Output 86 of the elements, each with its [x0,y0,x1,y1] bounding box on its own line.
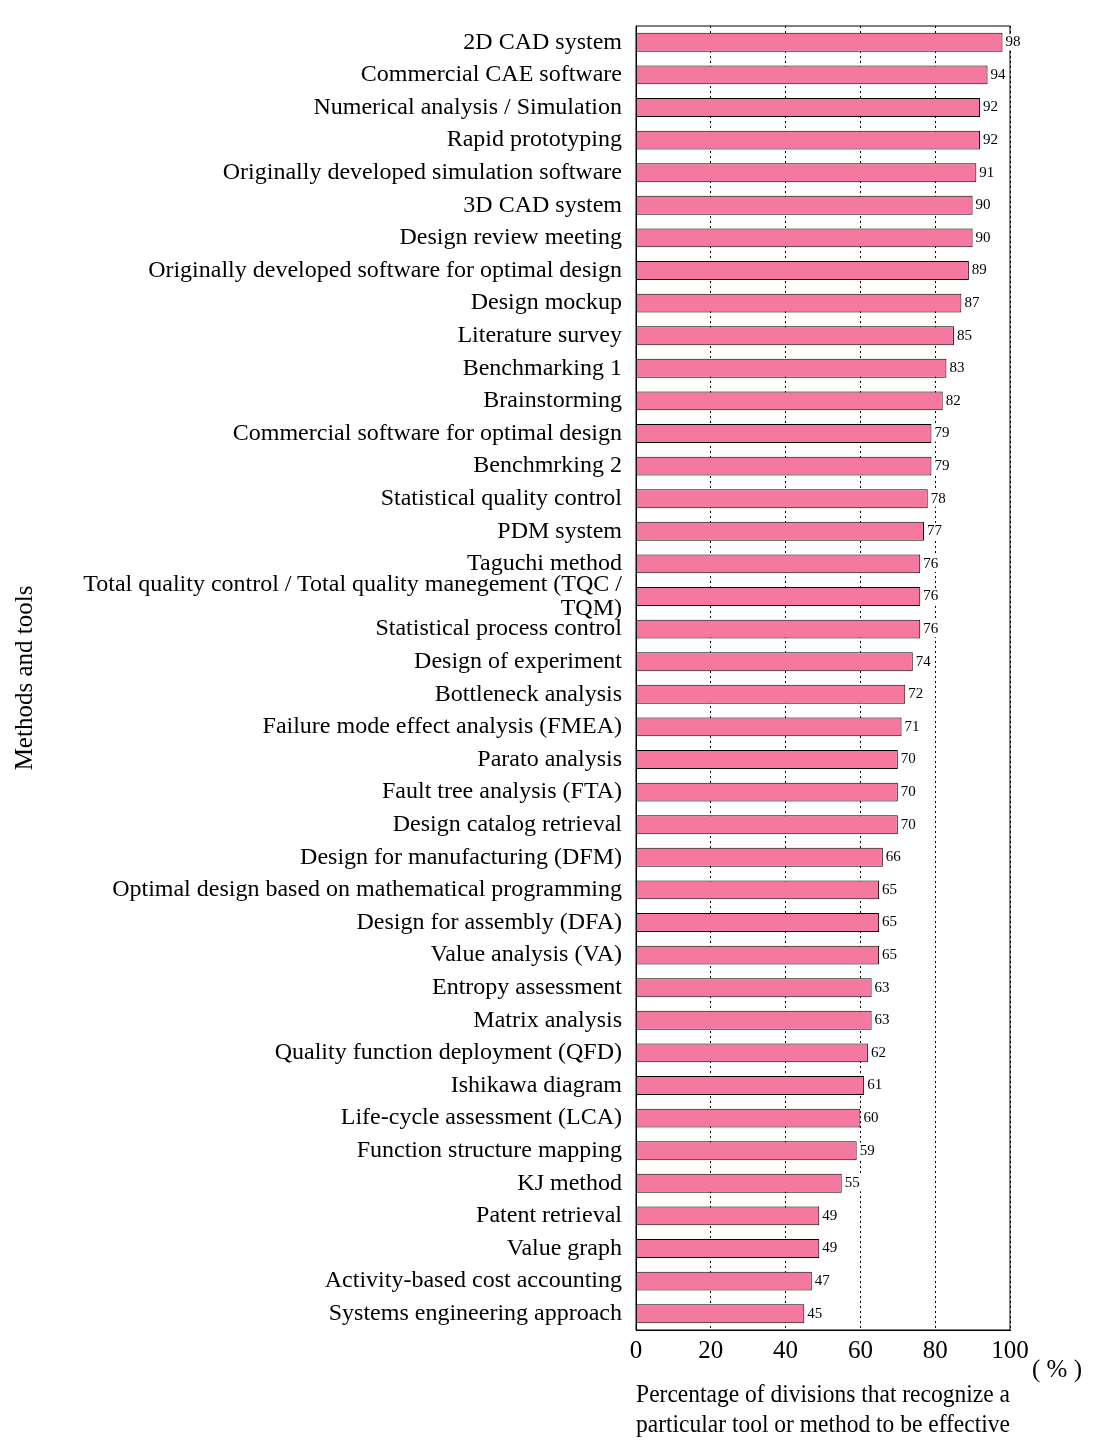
data-label: 61 [867,1076,883,1093]
x-tick-label: 20 [698,1335,724,1363]
data-label: 49 [822,1239,838,1256]
data-label: 70 [900,783,916,800]
y-tick-label: Function structure mapping [356,1136,622,1162]
data-label: 49 [822,1206,838,1223]
text: ( % ) [1032,1354,1082,1383]
data-label: 76 [923,554,939,571]
data-label: 77 [926,522,943,539]
data-label: 66 [885,848,902,865]
x-tick-label: 40 [773,1335,799,1363]
y-tick-label: Benchmarking 1 [462,353,622,380]
data-label: 65 [882,946,898,963]
data-label: 92 [983,131,999,148]
y-tick-label: 3D CAD system [463,190,623,217]
data-label: 65 [882,913,898,930]
data-label: 60 [863,1109,879,1126]
data-label: 82 [945,391,961,408]
y-tick-label: KJ method [517,1168,622,1195]
y-tick-label: Systems engineering approach [328,1299,622,1325]
data-label: 90 [975,228,991,245]
y-tick-label: Numerical analysis / Simulation [313,92,622,119]
y-tick-label: 2D CAD system [463,27,623,54]
data-label: 70 [900,815,916,832]
data-label: 70 [900,750,916,767]
y-tick-label: Originally developed simulation software [222,158,622,184]
y-tick-label: Brainstorming [483,386,622,413]
y-tick-label: Design mockup [470,288,622,315]
y-tick-label: Design of experiment [414,647,623,673]
data-label: 59 [859,1141,875,1158]
y-tick-label: Value analysis (VA) [430,940,622,967]
y-tick-label: Design for manufacturing (DFM) [300,842,622,869]
data-label: 76 [923,587,939,604]
data-label: 71 [904,717,920,734]
data-label: 89 [971,261,987,278]
y-tick-label: Benchmrking 2 [473,451,622,478]
y-tick-label: PDM system [497,516,623,543]
data-label: 87 [964,294,980,311]
y-tick-label: Bottleneck analysis [434,679,622,706]
data-label: 91 [979,163,995,180]
y-tick-label: Life-cycle assessment (LCA) [340,1103,622,1130]
y-tick-label: Optimal design based on mathematical programming [112,875,622,902]
y-tick-label: Ishikawa diagram [450,1070,623,1097]
y-tick-label: Statistical quality control [380,484,623,510]
x-tick-label: 80 [922,1335,948,1363]
y-tick-label: Value graph [506,1233,622,1260]
y-tick-label: Design for assembly (DFA) [356,907,622,934]
data-label: 78 [930,489,946,506]
y-tick-label: Design review meeting [399,223,622,250]
y-tick-label: Parato analysis [477,744,622,771]
data-label: 47 [814,1272,831,1289]
data-label: 63 [874,1011,890,1028]
data-label: 83 [949,359,965,376]
y-tick-label: Matrix analysis [473,1005,622,1032]
data-label: 45 [807,1304,823,1321]
data-label: 72 [908,685,924,702]
y-tick-label: Activity-based cost accounting [324,1266,622,1293]
y-tick-label: Commercial software for optimal design [232,418,622,445]
data-label: 79 [934,457,950,474]
data-label: 92 [983,98,999,115]
y-tick-label: Failure mode effect analysis (FMEA) [262,712,622,739]
data-label: 74 [915,652,932,669]
data-label: 76 [923,620,939,637]
data-label: 90 [975,196,991,213]
data-label: 63 [874,978,890,995]
data-label: 94 [990,65,1007,82]
y-tick-label: Literature survey [457,321,622,347]
x-tick-label: 0 [629,1335,643,1363]
x-tick-label: 60 [847,1335,873,1363]
y-axis-title: Methods and tools [9,585,37,771]
data-label: 55 [844,1174,860,1191]
data-label: 79 [934,424,950,441]
x-axis-title: Percentage of divisions that recognize a particular tool or method to be effective [636,1378,1011,1437]
y-tick-label: Fault tree analysis (FTA) [381,777,622,804]
data-label: 98 [1005,33,1021,50]
x-tick-label: 100 [991,1335,1029,1363]
y-tick-label: Rapid prototyping [446,125,622,152]
y-tick-label: Patent retrieval [476,1201,623,1228]
data-label: 65 [882,880,898,897]
y-tick-label: Entropy assessment [432,973,623,999]
y-tick-label: Originally developed software for optimal design [148,255,622,282]
y-tick-label: Design catalog retrieval [392,810,623,836]
y-tick-label: Quality function deployment (QFD) [274,1038,622,1065]
data-label: 62 [870,1043,886,1060]
y-tick-label: Commercial CAE software [360,60,622,87]
data-label: 85 [956,326,972,343]
